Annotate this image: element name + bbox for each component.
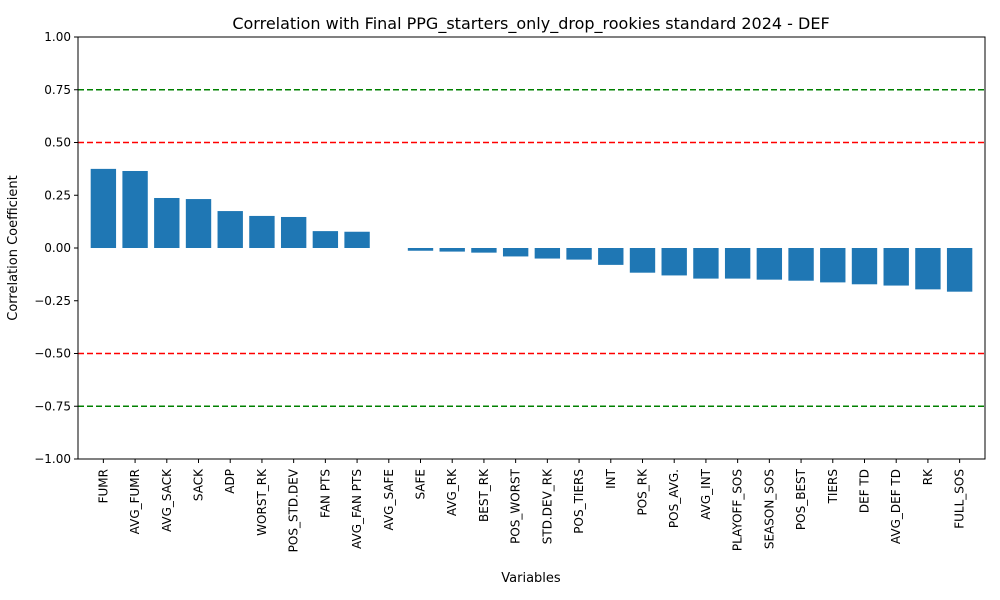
bar-full-sos — [946, 248, 973, 292]
bar-pos-std-dev — [280, 216, 307, 248]
x-tick-label: AVG_SAFE — [382, 469, 396, 530]
y-tick-label: 0.25 — [44, 188, 71, 202]
bar-season-sos — [756, 248, 783, 280]
bar-pos-worst — [502, 248, 529, 257]
x-tick-label: RK — [921, 468, 935, 485]
x-tick-label: STD.DEV_RK — [540, 468, 554, 544]
bar-fumr — [90, 168, 117, 249]
plot-frame — [77, 36, 986, 460]
bar-int — [598, 248, 624, 265]
bar-avg-rk — [439, 248, 465, 252]
bar-playoff-sos — [724, 248, 751, 279]
x-axis-title: Variables — [501, 571, 561, 586]
x-tick-label: SAFE — [414, 469, 428, 500]
plot-area: −1.00 −0.75 −0.50 −0.25 0.00 0.25 0.50 0.75 1.00… — [34, 30, 986, 552]
y-tick-label: 1.00 — [44, 30, 71, 44]
y-tick-label: −0.75 — [34, 399, 71, 413]
y-tick-label: 0.00 — [44, 241, 71, 255]
chart-title: Correlation with Final PPG_starters_only… — [232, 14, 829, 34]
x-tick-label: BEST_RK — [477, 468, 491, 522]
y-tick-label: −1.00 — [34, 452, 71, 466]
bar-fan-pts — [312, 231, 339, 248]
y-tick-label: 0.50 — [44, 136, 71, 150]
bar-pos-rk — [629, 248, 656, 273]
bar-safe — [407, 248, 434, 251]
x-tick-label: PLAYOFF_SOS — [731, 469, 745, 551]
x-tick-label: AVG_FUMR — [128, 469, 142, 534]
bar-rk — [915, 248, 941, 290]
bar-avg-sack — [154, 197, 180, 248]
bar-pos-best — [788, 248, 814, 281]
bar-avg-def-td — [883, 248, 909, 286]
x-tick-label: POS_WORST — [509, 468, 523, 544]
x-tick-label: POS_AVG. — [667, 469, 681, 528]
x-tick-label: INT — [604, 468, 618, 489]
bar-pos-tiers — [566, 248, 592, 260]
y-tick-label: 0.75 — [44, 83, 71, 97]
x-tick-label: DEF TD — [857, 469, 871, 513]
x-tick-label: TIERS — [826, 469, 840, 504]
bar-std-dev-rk — [534, 248, 561, 259]
x-tick-label: POS_STD.DEV — [287, 468, 301, 552]
bar-avg-fumr — [122, 170, 148, 248]
y-axis-title: Correlation Coefficient — [6, 175, 21, 321]
bar-tiers — [820, 248, 846, 283]
x-tick-label: POS_RK — [636, 468, 650, 516]
x-tick-label: FUMR — [96, 469, 110, 503]
x-tick-label: POS_TIERS — [572, 469, 586, 534]
x-tick-label: AVG_INT — [699, 468, 713, 519]
x-tick-label: AVG_SACK — [160, 468, 174, 532]
x-tick-label: SACK — [192, 468, 206, 501]
bar-avg-fan-pts — [344, 231, 370, 248]
bar-avg-int — [693, 248, 719, 279]
bar-worst-rk — [249, 215, 275, 248]
y-tick-label: −0.50 — [34, 347, 71, 361]
x-tick-label: WORST_RK — [255, 468, 269, 536]
y-tick-label: −0.25 — [34, 294, 71, 308]
bar-adp — [217, 211, 243, 248]
bar-sack — [185, 199, 212, 248]
bar-best-rk — [471, 248, 497, 253]
x-tick-label: AVG_DEF TD — [889, 469, 903, 544]
x-tick-label: SEASON_SOS — [762, 469, 776, 549]
x-tick-label: AVG_FAN PTS — [350, 469, 364, 549]
x-tick-label: FAN PTS — [318, 469, 332, 518]
x-tick-label: FULL_SOS — [953, 469, 967, 529]
x-tick-label: AVG_RK — [445, 468, 459, 516]
x-tick-label: POS_BEST — [794, 468, 808, 530]
bar-def-td — [851, 248, 878, 285]
bar-pos-avg- — [661, 248, 687, 276]
x-tick-label: ADP — [223, 469, 237, 494]
